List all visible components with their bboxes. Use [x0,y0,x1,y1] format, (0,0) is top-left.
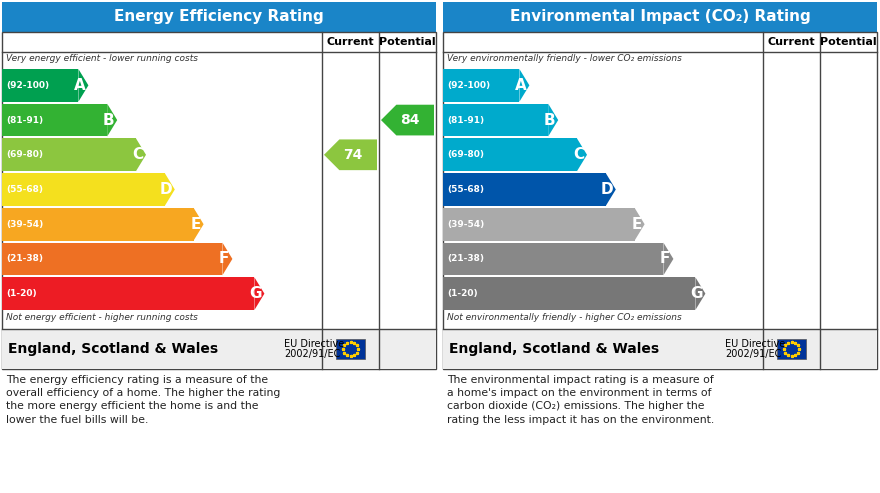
Text: (39-54): (39-54) [6,220,43,229]
Polygon shape [324,140,377,170]
Text: Potential: Potential [379,37,436,47]
Bar [2,208,194,241]
Text: (55-68): (55-68) [447,185,484,194]
Text: Current: Current [326,37,374,47]
Bar [443,32,877,369]
Polygon shape [381,105,434,136]
Polygon shape [664,243,673,275]
Text: (81-91): (81-91) [6,115,43,125]
Bar [2,173,165,206]
Text: (69-80): (69-80) [6,150,43,159]
Text: F: F [660,251,671,266]
Polygon shape [223,243,232,275]
Text: G: G [690,286,702,301]
Polygon shape [107,104,117,137]
Text: (92-100): (92-100) [447,81,490,90]
Text: Current: Current [767,37,815,47]
Text: (55-68): (55-68) [6,185,43,194]
Text: 2002/91/EC: 2002/91/EC [284,349,341,359]
Polygon shape [577,139,587,171]
Text: (1-20): (1-20) [6,289,37,298]
Bar [336,339,365,359]
Text: Very energy efficient - lower running costs: Very energy efficient - lower running co… [6,54,198,63]
Polygon shape [254,277,264,310]
Text: The environmental impact rating is a measure of
a home's impact on the environme: The environmental impact rating is a mea… [447,375,715,424]
Text: Potential: Potential [820,37,876,47]
Polygon shape [78,69,88,102]
Bar [443,329,877,369]
Bar [443,2,877,32]
Text: England, Scotland & Wales: England, Scotland & Wales [8,342,218,356]
Polygon shape [548,104,558,137]
Text: B: B [544,112,555,128]
Bar [2,277,254,310]
Text: The energy efficiency rating is a measure of the
overall efficiency of a home. T: The energy efficiency rating is a measur… [6,375,281,424]
Bar [777,339,806,359]
Bar [2,69,78,102]
Text: A: A [515,78,526,93]
Bar [443,208,634,241]
Text: B: B [103,112,114,128]
Polygon shape [605,173,616,206]
Text: D: D [600,182,612,197]
Text: C: C [573,147,584,162]
Text: F: F [219,251,230,266]
Polygon shape [695,277,706,310]
Bar [2,104,107,137]
Text: England, Scotland & Wales: England, Scotland & Wales [449,342,659,356]
Text: 2002/91/EC: 2002/91/EC [725,349,781,359]
Bar [443,69,519,102]
Text: E: E [631,217,642,232]
Polygon shape [194,208,203,241]
Text: (81-91): (81-91) [447,115,484,125]
Text: EU Directive: EU Directive [284,339,344,349]
Polygon shape [136,139,146,171]
Text: Not environmentally friendly - higher CO₂ emissions: Not environmentally friendly - higher CO… [447,313,682,322]
Text: D: D [159,182,172,197]
Text: EU Directive: EU Directive [725,339,785,349]
Bar [2,139,136,171]
Polygon shape [165,173,175,206]
Text: Energy Efficiency Rating: Energy Efficiency Rating [114,9,324,25]
Text: (69-80): (69-80) [447,150,484,159]
Text: C: C [132,147,143,162]
Text: (39-54): (39-54) [447,220,484,229]
Bar [443,173,605,206]
Bar [443,139,577,171]
Text: Environmental Impact (CO₂) Rating: Environmental Impact (CO₂) Rating [510,9,810,25]
Text: (21-38): (21-38) [6,254,43,263]
Polygon shape [634,208,644,241]
Polygon shape [519,69,530,102]
Text: 84: 84 [400,113,419,127]
Text: Not energy efficient - higher running costs: Not energy efficient - higher running co… [6,313,198,322]
Bar [2,32,436,369]
Bar [443,277,695,310]
Bar [2,2,436,32]
Text: 74: 74 [343,148,363,162]
Bar [443,104,548,137]
Text: A: A [74,78,85,93]
Bar [2,243,223,275]
Text: E: E [190,217,201,232]
Bar [2,329,436,369]
Text: (1-20): (1-20) [447,289,478,298]
Bar [443,243,664,275]
Text: (92-100): (92-100) [6,81,49,90]
Text: G: G [249,286,261,301]
Text: Very environmentally friendly - lower CO₂ emissions: Very environmentally friendly - lower CO… [447,54,682,63]
Text: (21-38): (21-38) [447,254,484,263]
